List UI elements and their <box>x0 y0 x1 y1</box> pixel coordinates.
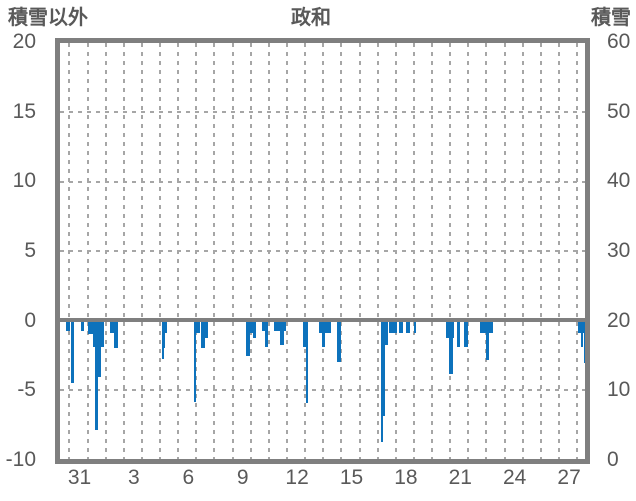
plot-frame <box>55 38 590 464</box>
right-axis-tick-label: 50 <box>607 99 631 123</box>
plot-area <box>60 43 585 459</box>
data-bar <box>405 320 410 333</box>
data-bar <box>324 320 331 333</box>
data-bar <box>463 320 469 347</box>
right-axis-tick-label: 0 <box>607 448 619 471</box>
data-bar <box>163 320 166 348</box>
left-axis-tick-label: 5 <box>24 239 36 262</box>
data-bar <box>66 320 70 332</box>
data-bar <box>380 320 383 443</box>
data-bar <box>201 320 205 348</box>
right-axis-tick-label: 20 <box>607 308 631 332</box>
data-bar <box>162 320 164 360</box>
data-bar <box>98 320 101 378</box>
data-bar <box>249 320 253 333</box>
data-bar <box>114 320 118 348</box>
data-bar <box>253 320 256 339</box>
data-bar <box>446 320 450 339</box>
left-axis-tick-label: -10 <box>5 448 36 471</box>
x-axis-tick-label: 15 <box>339 466 364 489</box>
x-axis-tick-label: 12 <box>285 466 309 489</box>
grid-line-horizontal <box>60 250 585 252</box>
data-bar <box>583 320 585 364</box>
data-bar <box>205 320 208 339</box>
data-bar <box>489 320 493 333</box>
data-bar <box>110 320 114 333</box>
left-axis-tick-label: 20 <box>12 30 36 53</box>
data-bar <box>457 320 461 347</box>
x-axis-tick-label: 24 <box>503 466 527 489</box>
chart-title: 政和 <box>291 7 331 29</box>
x-axis-tick-label: 21 <box>448 466 472 489</box>
data-bar <box>383 320 385 416</box>
data-bar <box>95 320 99 430</box>
data-bar <box>319 320 323 333</box>
data-bar <box>452 320 455 339</box>
data-bar <box>101 320 104 347</box>
data-bar <box>580 320 583 347</box>
data-bar <box>193 320 196 403</box>
data-bar <box>480 320 486 333</box>
right-axis-title: 積雪 <box>591 7 631 29</box>
data-bar <box>274 320 280 332</box>
data-bar <box>262 320 265 332</box>
data-bar <box>303 320 306 347</box>
data-bar <box>88 320 93 335</box>
x-axis-tick-label: 3 <box>128 466 140 489</box>
x-axis-tick-label: 27 <box>557 466 581 489</box>
x-axis-tick-label: 18 <box>394 466 418 489</box>
left-axis-tick-label: 10 <box>12 169 36 193</box>
right-axis-tick-label: 40 <box>607 169 631 193</box>
left-axis-tick-label: -5 <box>17 378 36 402</box>
grid-line-horizontal <box>60 111 585 114</box>
left-axis-tick-label: 0 <box>24 308 36 332</box>
right-axis-tick-label: 60 <box>607 30 631 53</box>
right-axis-tick-label: 10 <box>607 378 631 402</box>
data-bar <box>337 320 341 362</box>
data-bar <box>196 320 201 333</box>
data-bar <box>92 320 96 347</box>
grid-line-horizontal <box>60 180 585 183</box>
data-bar <box>322 320 325 347</box>
data-bar <box>246 320 250 357</box>
zero-baseline <box>60 318 585 323</box>
data-bar <box>449 320 453 375</box>
data-bar <box>399 320 403 333</box>
data-bar <box>280 320 284 346</box>
data-bar <box>284 320 287 332</box>
x-axis-tick-label: 31 <box>67 466 92 489</box>
data-bar <box>414 320 417 333</box>
data-bar <box>264 320 268 347</box>
data-bar <box>165 320 168 333</box>
right-axis-tick-label: 30 <box>607 239 631 262</box>
x-axis-tick-label: 6 <box>182 466 195 489</box>
grid-line-horizontal <box>60 388 585 391</box>
data-bar <box>486 320 490 361</box>
left-axis-tick-label: 15 <box>12 99 36 123</box>
x-axis-tick-label: 9 <box>236 466 249 489</box>
data-bar <box>306 320 309 404</box>
data-bar <box>71 320 75 383</box>
data-bar <box>389 320 397 333</box>
data-bar <box>81 320 84 332</box>
left-axis-title: 積雪以外 <box>8 7 88 29</box>
data-bar <box>385 320 388 346</box>
